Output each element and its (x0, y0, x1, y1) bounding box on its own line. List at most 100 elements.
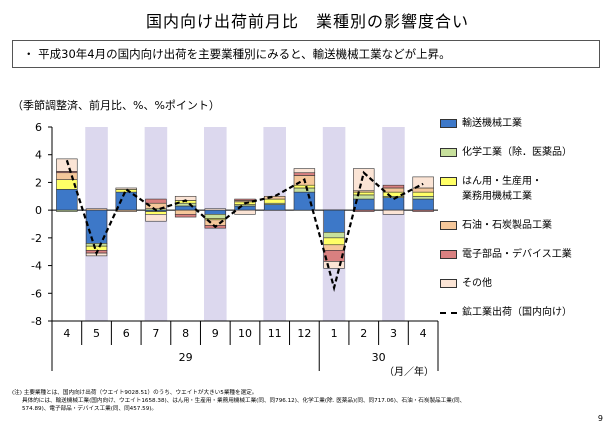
x-tick-label: 8 (182, 327, 189, 340)
legend-item: 鉱工業出荷（国内向け） (440, 305, 610, 320)
notes: (注) 主要業種とは、国内向け出荷（ウエイト9028.51）のうち、ウエイトが大… (12, 389, 572, 413)
note-line: 574.89)、電子部品・デバイス工業(同、同457.59)。 (22, 406, 158, 412)
x-tick-label: 11 (268, 327, 282, 340)
highlight-band (144, 127, 168, 321)
legend-item: 石油・石炭製品工業 (440, 218, 610, 233)
bar-segment (204, 209, 227, 215)
bar-segment (412, 195, 434, 200)
legend-swatch (440, 279, 457, 288)
y-tick-label: -8 (31, 315, 42, 328)
bar-segment (353, 168, 375, 192)
bar-segment (115, 209, 137, 212)
x-tick-label: 3 (390, 327, 397, 340)
legend-swatch (440, 221, 457, 230)
legend-label: 電子部品・デバイス工業 (462, 249, 572, 260)
bar-segment (412, 176, 434, 189)
bar-segment (145, 198, 167, 204)
y-tick-label: -2 (31, 232, 42, 245)
x-tick-label: 12 (297, 327, 311, 340)
legend-swatch (440, 119, 457, 128)
bar-segment (263, 195, 286, 200)
legend-swatch (440, 148, 457, 157)
bar-segment (353, 191, 375, 196)
legend-label: その他 (462, 278, 492, 289)
year-label: 30 (372, 351, 386, 364)
page-number: 9 (597, 414, 603, 423)
y-tick-label: -6 (31, 287, 42, 300)
x-tick-label: 6 (123, 327, 130, 340)
bar-segment (412, 209, 434, 212)
legend-label: はん用・生産用・ 業務用機械工業 (462, 176, 542, 202)
bar-segment (263, 204, 286, 211)
x-tick-label: 5 (93, 327, 100, 340)
legend-swatch (440, 250, 457, 259)
bar-segment (382, 187, 405, 193)
legend-label: 化学工業（除．医薬品） (462, 147, 572, 158)
bar-segment (323, 232, 345, 239)
bar-segment (293, 187, 316, 193)
x-tick-label: 10 (238, 327, 252, 340)
x-tick-label: 4 (420, 327, 427, 340)
legend-label: 輸送機械工業 (462, 118, 522, 129)
legend: 輸送機械工業化学工業（除．医薬品） はん用・生産用・ 業務用機械工業石油・石炭製品工… (440, 116, 610, 334)
bar-segment (85, 245, 108, 251)
y-tick-label: 4 (35, 149, 42, 162)
bar-segment (293, 191, 316, 211)
bar-segment (293, 184, 316, 189)
legend-item: はん用・生産用・ 業務用機械工業 (440, 174, 610, 204)
bar-segment (115, 187, 137, 190)
bar-segment (56, 209, 78, 212)
legend-item: その他 (440, 276, 610, 291)
legend-item: 輸送機械工業 (440, 116, 610, 131)
bar-segment (263, 198, 286, 204)
year-label: 29 (179, 351, 193, 364)
bar-segment (382, 197, 405, 211)
legend-line-swatch (440, 312, 457, 314)
y-tick-label: 6 (35, 121, 42, 134)
y-tick-label: 2 (35, 176, 42, 189)
bar-segment (412, 191, 434, 197)
bar-segment (85, 208, 108, 211)
x-tick-label: 7 (152, 327, 159, 340)
legend-item: 化学工業（除．医薬品） (440, 145, 610, 160)
bar-segment (323, 237, 345, 246)
bar-segment (234, 198, 256, 201)
bar-segment (204, 208, 227, 211)
bar-segment (293, 168, 316, 174)
bar-segment (234, 209, 256, 215)
bar-segment (353, 194, 375, 200)
bar-segment (382, 184, 405, 189)
bar-segment (85, 243, 108, 247)
bar-segment (56, 158, 78, 172)
note-line: (注) 主要業種とは、国内向け出荷（ウエイト9028.51）のうち、ウエイトが大… (12, 390, 258, 396)
bar-segment (174, 209, 197, 215)
note-line: 具体的には、輸送機械工業(国内向け、ウエイト1658.38)、はん用・生産用・業… (22, 398, 466, 404)
legend-label: 石油・石炭製品工業 (462, 220, 552, 231)
bar-segment (323, 209, 345, 233)
x-tick-label: 2 (360, 327, 367, 340)
legend-label: 鉱工業出荷（国内向け） (462, 307, 572, 318)
year-unit-label: （月／年） (384, 365, 434, 378)
bar-segment (56, 172, 78, 180)
legend-item: 電子部品・デバイス工業 (440, 247, 610, 262)
legend-swatch (440, 177, 457, 186)
bar-segment (353, 209, 375, 212)
x-tick-label: 9 (212, 327, 219, 340)
bar-segment (174, 214, 197, 218)
highlight-band (382, 127, 405, 321)
line-series (65, 159, 424, 293)
summary-box: ・ 平成30年4月の国内向け出荷を主要業種別にみると、輸送機械工業などが上昇。 (12, 40, 600, 68)
x-tick-label: 1 (331, 327, 338, 340)
y-tick-label: 0 (35, 204, 42, 217)
y-tick-label: -4 (31, 260, 42, 273)
bar-segment (145, 214, 167, 222)
bar-segment (382, 209, 405, 215)
highlight-band (263, 127, 286, 321)
x-tick-label: 4 (63, 327, 70, 340)
unit-label: （季節調整済、前月比、%、%ポイント） (12, 99, 220, 112)
bar-segment (204, 214, 227, 219)
bar-segment (56, 189, 78, 211)
page-title: 国内向け出荷前月比 業種別の影響度合い (145, 12, 469, 31)
bar-segment (293, 172, 316, 176)
